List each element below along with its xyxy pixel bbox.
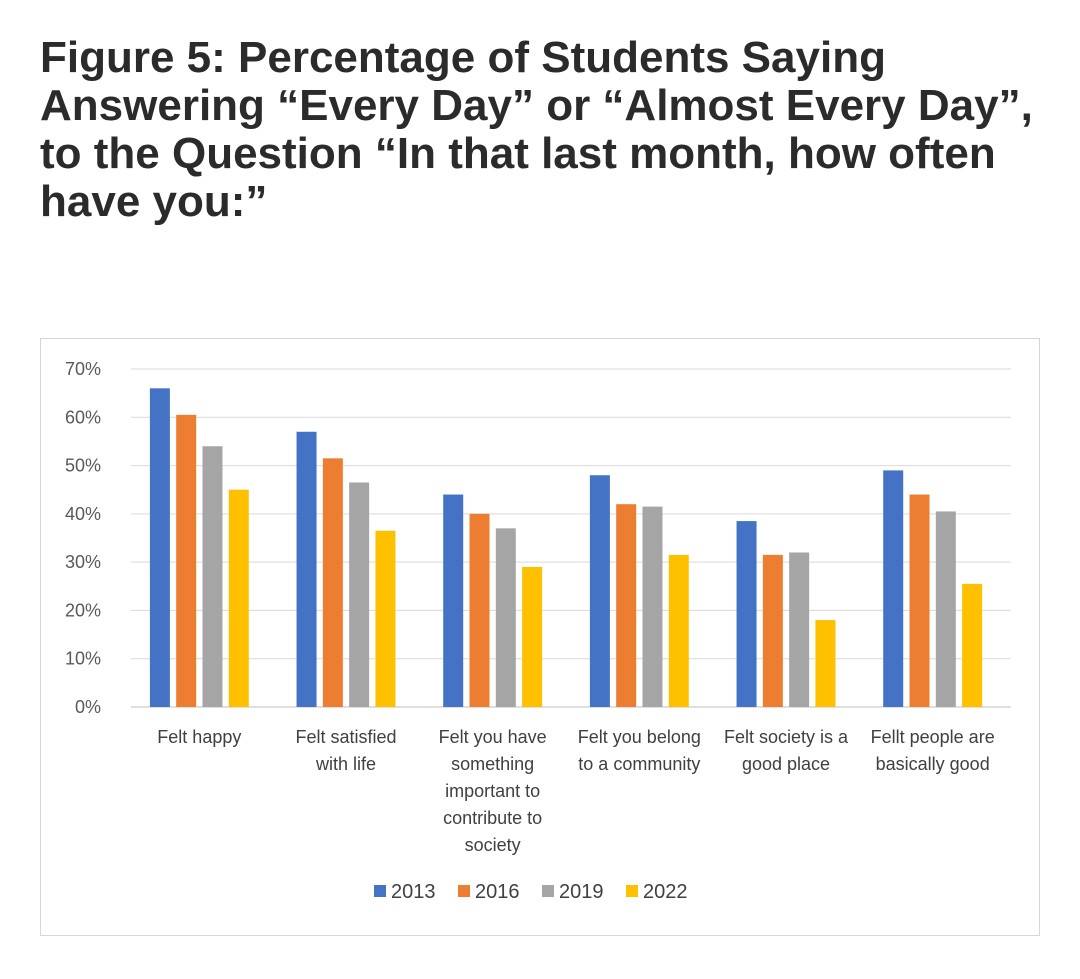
bar-2019 bbox=[349, 482, 370, 707]
category-label: with life bbox=[315, 754, 376, 774]
bar-2013 bbox=[149, 388, 170, 707]
bar-2019 bbox=[935, 511, 956, 707]
legend-swatch-2016 bbox=[458, 885, 470, 897]
category-label: important to bbox=[445, 781, 540, 801]
category-label: something bbox=[451, 754, 534, 774]
bar-2022 bbox=[668, 554, 689, 707]
category-label: society bbox=[465, 835, 521, 855]
y-tick-label: 60% bbox=[65, 407, 101, 427]
y-tick-label: 40% bbox=[65, 504, 101, 524]
bar-2016 bbox=[909, 494, 930, 707]
bar-2016 bbox=[469, 513, 490, 707]
bar-2022 bbox=[375, 530, 396, 707]
legend-label: 2016 bbox=[475, 881, 520, 903]
bar-2022 bbox=[228, 489, 249, 707]
y-tick-label: 0% bbox=[75, 697, 101, 717]
bar-2022 bbox=[522, 566, 543, 707]
y-tick-label: 70% bbox=[65, 359, 101, 379]
bar-2016 bbox=[762, 554, 783, 707]
bar-2019 bbox=[642, 506, 663, 707]
category-label: Felt happy bbox=[157, 727, 241, 747]
bar-2016 bbox=[176, 414, 197, 707]
legend-swatch-2022 bbox=[626, 885, 638, 897]
bar-chart: 0% 10% 20% 30% 40% 50% 60% 70% Felt happy Felt sa… bbox=[65, 359, 1011, 903]
y-tick-label: 30% bbox=[65, 552, 101, 572]
bar-2016 bbox=[616, 504, 637, 707]
figure-title-line-3: to the Question “In that last month, how… bbox=[40, 129, 996, 178]
bar-2022 bbox=[815, 620, 836, 707]
bar-2016 bbox=[322, 458, 343, 707]
bar-2022 bbox=[962, 583, 983, 707]
category-label: Felt you belong bbox=[578, 727, 701, 747]
bar-2013 bbox=[296, 431, 317, 707]
y-tick-label: 50% bbox=[65, 456, 101, 476]
category-label: Felt society is a bbox=[724, 727, 849, 747]
y-tick-label: 20% bbox=[65, 600, 101, 620]
figure-title-line-1: Figure 5: Percentage of Students Saying bbox=[40, 33, 886, 82]
bar-2019 bbox=[495, 528, 516, 707]
legend-swatch-2019 bbox=[542, 885, 554, 897]
category-label: contribute to bbox=[443, 808, 542, 828]
bar-2019 bbox=[789, 552, 810, 707]
category-label: Felt you have bbox=[439, 727, 547, 747]
bar-2013 bbox=[736, 521, 757, 707]
category-label: Felt satisfied bbox=[295, 727, 396, 747]
figure-title: Figure 5: Percentage of Students Saying … bbox=[40, 34, 1040, 226]
figure-title-line-2: Answering “Every Day” or “Almost Every D… bbox=[40, 81, 1033, 130]
category-label: good place bbox=[742, 754, 830, 774]
y-tick-label: 10% bbox=[65, 649, 101, 669]
bar-2013 bbox=[589, 475, 610, 707]
chart-area: 0% 10% 20% 30% 40% 50% 60% 70% Felt happy Felt sa… bbox=[40, 338, 1040, 936]
category-label: basically good bbox=[876, 754, 990, 774]
bar-2013 bbox=[883, 470, 904, 707]
legend-swatch-2013 bbox=[374, 885, 386, 897]
category-label: to a community bbox=[578, 754, 700, 774]
figure-title-line-4: have you:” bbox=[40, 177, 268, 226]
bar-2013 bbox=[443, 494, 464, 707]
legend-label: 2019 bbox=[559, 881, 604, 903]
bar-2019 bbox=[202, 446, 223, 707]
legend-label: 2013 bbox=[391, 881, 436, 903]
category-label: Fellt people are bbox=[871, 727, 995, 747]
legend-label: 2022 bbox=[643, 881, 688, 903]
